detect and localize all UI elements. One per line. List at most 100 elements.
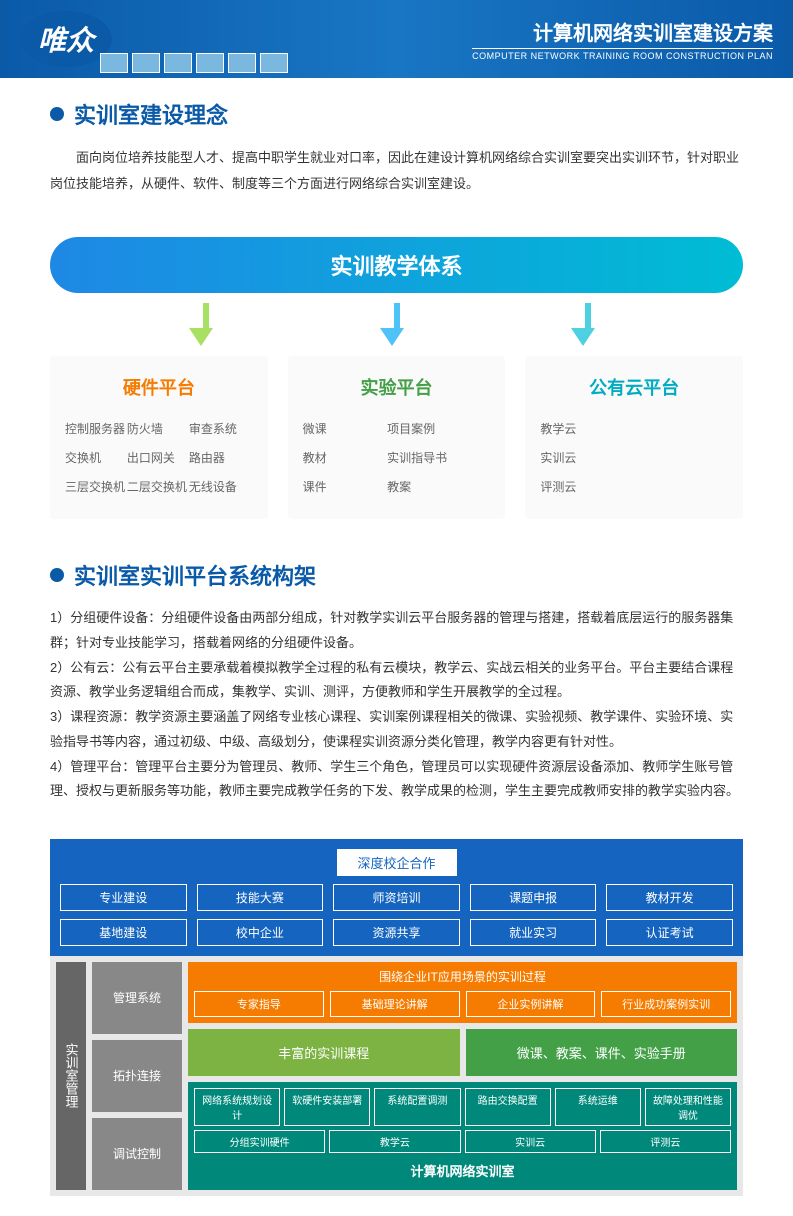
bd-cell: 专业建设 <box>60 884 187 911</box>
bottom-diagram: 深度校企合作专业建设技能大赛师资培训课题申报教材开发基地建设校中企业资源共享就业… <box>50 839 743 1196</box>
bd-tcell: 评测云 <box>600 1130 731 1153</box>
bd-ocell: 基础理论讲解 <box>330 991 460 1017</box>
bd-ocell: 企业实例讲解 <box>466 991 596 1017</box>
architecture-list: 1）分组硬件设备：分组硬件设备由两部分组成，针对教学实训云平台服务器的管理与搭建… <box>50 606 743 804</box>
section-title: 实训室实训平台系统构架 <box>50 559 743 591</box>
platform-item: 教学云 <box>540 415 576 444</box>
bd-orange-title: 围绕企业IT应用场景的实训过程 <box>194 968 731 985</box>
bd-right: 围绕企业IT应用场景的实训过程专家指导基础理论讲解企业实例讲解行业成功案例实训丰… <box>188 962 737 1190</box>
bd-sidecol: 管理系统拓扑连接调试控制 <box>92 962 182 1190</box>
section-title-text: 实训室建设理念 <box>74 98 228 130</box>
platforms-row: 硬件平台控制服务器防火墙审查系统交换机出口网关路由器三层交换机二层交换机无线设备… <box>50 356 743 519</box>
bd-tcell: 路由交换配置 <box>465 1088 551 1126</box>
platform-box: 公有云平台教学云实训云评测云 <box>525 356 743 519</box>
platform-item: 二层交换机 <box>127 473 189 502</box>
bd-green: 微课、教案、课件、实验手册 <box>466 1029 738 1076</box>
page-header: 唯众 计算机网络实训室建设方案 COMPUTER NETWORK TRAININ… <box>0 0 793 78</box>
bd-teal-title: 计算机网络实训室 <box>194 1157 731 1184</box>
bd-main: 实训室管理管理系统拓扑连接调试控制围绕企业IT应用场景的实训过程专家指导基础理论… <box>50 956 743 1196</box>
bd-teal-row: 网络系统规划设计软硬件安装部署系统配置调测路由交换配置系统运维故障处理和性能调优 <box>194 1088 731 1126</box>
platform-item: 微课 <box>303 415 387 444</box>
bd-teal: 网络系统规划设计软硬件安装部署系统配置调测路由交换配置系统运维故障处理和性能调优… <box>188 1082 737 1190</box>
platform-item: 防火墙 <box>127 415 189 444</box>
bd-sidebox: 管理系统 <box>92 962 182 1034</box>
bd-tcell: 分组实训硬件 <box>194 1130 325 1153</box>
bd-top: 深度校企合作专业建设技能大赛师资培训课题申报教材开发基地建设校中企业资源共享就业… <box>50 839 743 956</box>
section-architecture: 实训室实训平台系统构架 1）分组硬件设备：分组硬件设备由两部分组成，针对教学实训… <box>0 539 793 824</box>
arrow-down-icon <box>580 303 595 346</box>
section-body: 面向岗位培养技能型人才、提高中职学生就业对口率，因此在建设计算机网络综合实训室要… <box>50 145 743 197</box>
bd-tcell: 教学云 <box>329 1130 460 1153</box>
platform-box: 硬件平台控制服务器防火墙审查系统交换机出口网关路由器三层交换机二层交换机无线设备 <box>50 356 268 519</box>
platform-title: 公有云平台 <box>540 374 728 400</box>
platform-item: 评测云 <box>540 473 576 502</box>
platform-item: 出口网关 <box>127 444 189 473</box>
bd-ocell: 专家指导 <box>194 991 324 1017</box>
arch-item: 4）管理平台：管理平台主要分为管理员、教师、学生三个角色，管理员可以实现硬件资源… <box>50 755 743 804</box>
platform-item: 教材 <box>303 444 387 473</box>
bd-side-label: 实训室管理 <box>56 962 86 1190</box>
bd-tcell: 系统运维 <box>555 1088 641 1126</box>
bd-cell: 教材开发 <box>606 884 733 911</box>
header-title-cn: 计算机网络实训室建设方案 <box>472 17 773 46</box>
arrows-row <box>50 293 743 356</box>
platform-title: 实验平台 <box>303 374 491 400</box>
bd-ocell: 行业成功案例实训 <box>601 991 731 1017</box>
platform-title: 硬件平台 <box>65 374 253 400</box>
bd-row: 基地建设校中企业资源共享就业实习认证考试 <box>60 919 733 946</box>
bd-tcell: 软硬件安装部署 <box>284 1088 370 1126</box>
bullet-icon <box>50 107 64 121</box>
bd-cell: 师资培训 <box>333 884 460 911</box>
bd-cell: 课题申报 <box>470 884 597 911</box>
bd-cell: 基地建设 <box>60 919 187 946</box>
platform-item: 无线设备 <box>189 473 251 502</box>
arch-item: 2）公有云：公有云平台主要承载着模拟教学全过程的私有云模块，教学云、实战云相关的… <box>50 656 743 705</box>
bd-teal-row: 分组实训硬件教学云实训云评测云 <box>194 1130 731 1153</box>
platform-items: 控制服务器防火墙审查系统交换机出口网关路由器三层交换机二层交换机无线设备 <box>65 415 253 501</box>
bd-cell: 资源共享 <box>333 919 460 946</box>
section-title: 实训室建设理念 <box>50 98 743 130</box>
platform-item: 实训云 <box>540 444 576 473</box>
section-title-text: 实训室实训平台系统构架 <box>74 559 316 591</box>
platform-box: 实验平台微课项目案例教材实训指导书课件教案 <box>288 356 506 519</box>
bd-cell: 技能大赛 <box>197 884 324 911</box>
bd-top-title: 深度校企合作 <box>337 849 457 876</box>
platform-item: 路由器 <box>189 444 251 473</box>
logo: 唯众 <box>20 11 112 67</box>
platform-item: 实训指导书 <box>387 444 471 473</box>
platform-item: 交换机 <box>65 444 127 473</box>
platform-items: 微课项目案例教材实训指导书课件教案 <box>303 415 491 501</box>
bd-orange-row: 专家指导基础理论讲解企业实例讲解行业成功案例实训 <box>194 991 731 1017</box>
platform-item: 教案 <box>387 473 471 502</box>
teaching-banner: 实训教学体系 <box>50 237 743 293</box>
arrow-down-icon <box>389 303 404 346</box>
bd-cell: 就业实习 <box>470 919 597 946</box>
platform-items: 教学云实训云评测云 <box>540 415 728 501</box>
arrow-down-icon <box>198 303 213 346</box>
bd-cell: 校中企业 <box>197 919 324 946</box>
bd-orange: 围绕企业IT应用场景的实训过程专家指导基础理论讲解企业实例讲解行业成功案例实训 <box>188 962 737 1023</box>
bullet-icon <box>50 568 64 582</box>
bd-green: 丰富的实训课程 <box>188 1029 460 1076</box>
bd-sidebox: 拓扑连接 <box>92 1040 182 1112</box>
header-title-en: COMPUTER NETWORK TRAINING ROOM CONSTRUCT… <box>472 48 773 61</box>
arch-item: 3）课程资源：教学资源主要涵盖了网络专业核心课程、实训案例课程相关的微课、实验视… <box>50 705 743 754</box>
bd-tcell: 故障处理和性能调优 <box>645 1088 731 1126</box>
arch-item: 1）分组硬件设备：分组硬件设备由两部分组成，针对教学实训云平台服务器的管理与搭建… <box>50 606 743 655</box>
bd-tcell: 系统配置调测 <box>374 1088 460 1126</box>
platform-item: 三层交换机 <box>65 473 127 502</box>
bd-cell: 认证考试 <box>606 919 733 946</box>
bd-green-row: 丰富的实训课程微课、教案、课件、实验手册 <box>188 1029 737 1076</box>
platform-item: 课件 <box>303 473 387 502</box>
bd-sidebox: 调试控制 <box>92 1118 182 1190</box>
header-decor <box>100 5 300 73</box>
bd-row: 专业建设技能大赛师资培训课题申报教材开发 <box>60 884 733 911</box>
header-title: 计算机网络实训室建设方案 COMPUTER NETWORK TRAINING R… <box>472 17 773 61</box>
platform-item: 审查系统 <box>189 415 251 444</box>
bd-tcell: 网络系统规划设计 <box>194 1088 280 1126</box>
section-concept: 实训室建设理念 面向岗位培养技能型人才、提高中职学生就业对口率，因此在建设计算机… <box>0 78 793 217</box>
bd-tcell: 实训云 <box>465 1130 596 1153</box>
teaching-system-diagram: 实训教学体系 硬件平台控制服务器防火墙审查系统交换机出口网关路由器三层交换机二层… <box>50 237 743 519</box>
platform-item: 控制服务器 <box>65 415 127 444</box>
platform-item: 项目案例 <box>387 415 471 444</box>
